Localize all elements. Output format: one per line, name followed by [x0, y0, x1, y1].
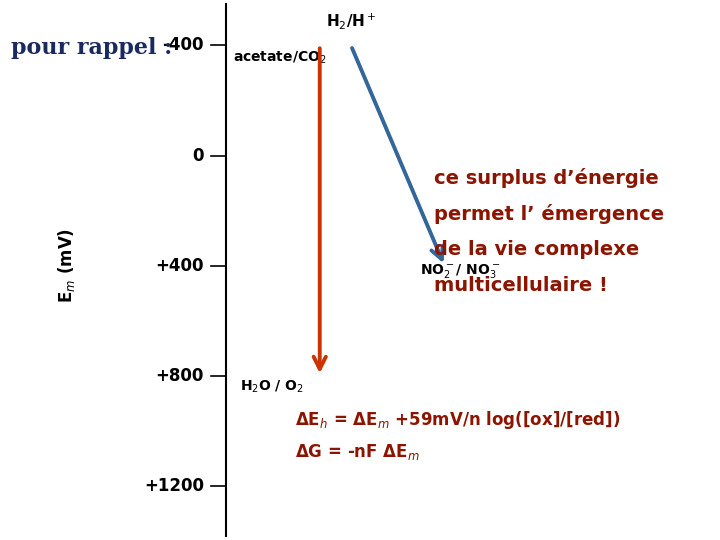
Text: acetate/CO$_2$: acetate/CO$_2$: [233, 50, 326, 66]
Text: permet l’ émergence: permet l’ émergence: [434, 204, 665, 224]
Text: +800: +800: [156, 367, 204, 385]
Text: E$_m$ (mV): E$_m$ (mV): [56, 228, 77, 303]
Text: -400: -400: [163, 37, 204, 55]
Text: multicellulaire !: multicellulaire !: [434, 275, 608, 295]
Text: ce surplus d’énergie: ce surplus d’énergie: [434, 168, 659, 188]
Text: +1200: +1200: [144, 477, 204, 495]
Text: de la vie complexe: de la vie complexe: [434, 240, 639, 259]
Text: +400: +400: [156, 257, 204, 275]
Text: H$_2$O / O$_2$: H$_2$O / O$_2$: [240, 379, 304, 395]
Text: H$_2$/H$^+$: H$_2$/H$^+$: [325, 11, 377, 31]
Text: ΔE$_h$ = ΔE$_m$ +59mV/n log([ox]/[red]): ΔE$_h$ = ΔE$_m$ +59mV/n log([ox]/[red]): [295, 409, 621, 431]
Text: 0: 0: [192, 147, 204, 165]
Text: NO$_2^-$/ NO$_3^-$: NO$_2^-$/ NO$_3^-$: [420, 262, 500, 280]
Text: pour rappel :: pour rappel :: [11, 37, 172, 59]
Text: ΔG = -nF ΔE$_m$: ΔG = -nF ΔE$_m$: [295, 442, 420, 462]
